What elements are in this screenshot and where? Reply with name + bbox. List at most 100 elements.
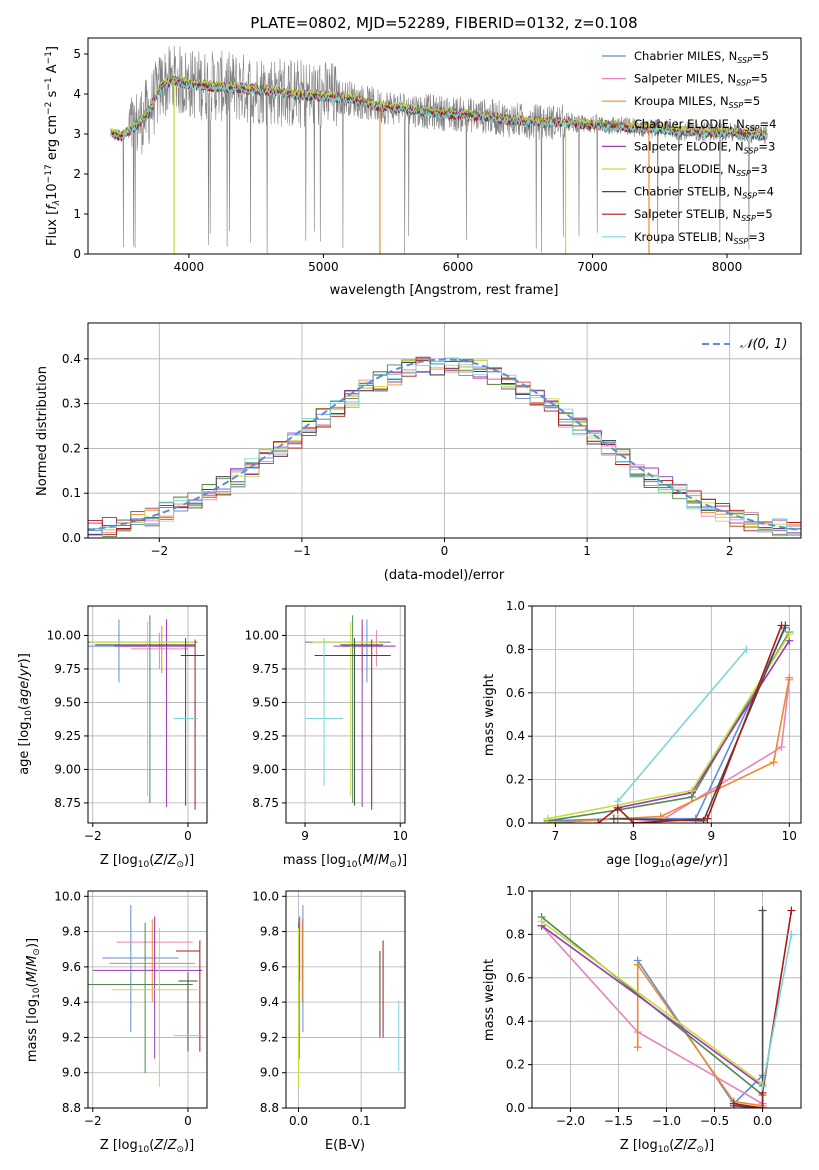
weight-line-SalpeterSTELIB xyxy=(733,910,793,1108)
y-tick-label: 4 xyxy=(73,87,81,101)
x-tick-label: −1 xyxy=(293,544,311,558)
y-tick-label: 0.4 xyxy=(62,352,81,366)
y-tick-label: 9.75 xyxy=(54,662,81,676)
residual-histogram-KroupaSTELIB xyxy=(88,357,801,538)
y-tick-label: 9.6 xyxy=(62,960,81,974)
x-tick-label: −2 xyxy=(84,829,102,843)
weight-marker-KroupaELODIE xyxy=(543,814,552,823)
spectrum-plot-area: 4000 5000 6000 7000 8000 0 1 2 3 4 5 xyxy=(73,37,802,274)
legend-label-ChabrierELODIE: Chabrier ELODIE, NSSP=4 xyxy=(634,117,776,133)
weight-marker-KroupaMILES xyxy=(785,673,794,682)
normal-reference-curve xyxy=(88,358,801,532)
y-tick-label: 8.8 xyxy=(260,1101,279,1115)
weight-marker-KroupaELODIE xyxy=(785,630,794,639)
weight-marker-SalpeterSTELIB xyxy=(703,814,712,823)
y-tick-label: 1 xyxy=(73,207,81,221)
residuals-ylabel: Normed distribution xyxy=(35,366,50,496)
y-tick-label: 8.75 xyxy=(252,796,279,810)
y-tick-label: 9.0 xyxy=(62,1066,81,1080)
y-tick-label: 0.4 xyxy=(506,1014,525,1028)
spectrum-panel: PLATE=0802, MJD=52289, FIBERID=0132, z=0… xyxy=(44,14,802,298)
legend-label-SalpeterSTELIB: Salpeter STELIB, NSSP=5 xyxy=(634,207,773,223)
age-vs-Z-panel: −2 0 8.75 9.00 9.25 9.50 9.75 10.00 Z [log10(Z/… xyxy=(17,605,208,870)
x-tick-label: 0.0 xyxy=(289,1114,308,1128)
weight-marker-SalpeterSTELIB xyxy=(594,819,603,823)
axes-frame xyxy=(87,890,208,1109)
data-layer xyxy=(110,45,768,254)
weight-line-ChabrierSTELIB xyxy=(733,910,764,1108)
y-tick-label: 0.8 xyxy=(506,927,525,941)
axes-frame xyxy=(285,890,406,1109)
y-tick-label: 9.8 xyxy=(62,925,81,939)
weight-line-ChabrierELODIE xyxy=(547,631,790,822)
weight-marker-ChabrierSTELIB xyxy=(758,906,767,915)
x-tick-label: 0.0 xyxy=(753,1114,772,1128)
y-tick-label: 9.6 xyxy=(260,960,279,974)
y-tick-label: 8.75 xyxy=(54,796,81,810)
y-tick-label: 0.6 xyxy=(506,971,525,985)
x-tick-label: 8000 xyxy=(712,260,743,274)
weight-marker-SalpeterSTELIB xyxy=(758,1104,767,1108)
weight-marker-KroupaELODIE xyxy=(537,917,546,926)
weight-marker-SalpeterSTELIB xyxy=(777,621,786,630)
legend-label-KroupaSTELIB: Kroupa STELIB, NSSP=3 xyxy=(634,230,765,246)
mass-vs-EBV-xlabel: E(B-V) xyxy=(325,1138,365,1153)
model-spectrum-line-KroupaSTELIB xyxy=(110,79,768,142)
weight-marker-KroupaMILES xyxy=(769,758,778,767)
y-tick-label: 10.0 xyxy=(252,889,279,903)
x-tick-label: 2 xyxy=(726,544,734,558)
y-tick-label: 5 xyxy=(73,47,81,61)
x-tick-label: 8 xyxy=(630,829,638,843)
spectrum-ylabel: Flux [fλ10−17 erg cm−2 s−1 A−1] xyxy=(44,46,62,246)
y-tick-label: 3 xyxy=(73,127,81,141)
y-tick-label: 0 xyxy=(73,247,81,261)
y-tick-label: 9.2 xyxy=(62,1030,81,1044)
x-tick-label: 10 xyxy=(782,829,797,843)
axes-frame xyxy=(87,605,208,824)
y-tick-label: 9.25 xyxy=(54,729,81,743)
mass-vs-EBV-plot-area: 0.0 0.1 8.8 9.0 9.2 9.4 9.6 9.8 10.0 xyxy=(252,889,406,1128)
y-tick-label: 0.6 xyxy=(506,686,525,700)
weight-marker-SalpeterSTELIB xyxy=(629,819,638,823)
residuals-panel: −2 −1 0 1 2 0.0 0.1 0.2 0.3 0.4 (data-model)/erro… xyxy=(35,322,802,583)
y-tick-label: 1.0 xyxy=(506,884,525,898)
y-tick-label: 9.8 xyxy=(260,925,279,939)
data-layer xyxy=(88,615,205,810)
axes-frame xyxy=(531,605,802,824)
x-tick-label: −0.5 xyxy=(700,1114,729,1128)
data-layer xyxy=(88,356,801,538)
x-tick-label: 9 xyxy=(301,829,309,843)
x-tick-label: 7 xyxy=(552,829,560,843)
weight-marker-SalpeterSTELIB xyxy=(729,1099,738,1108)
y-tick-label: 10.0 xyxy=(54,889,81,903)
weight-marker-KroupaELODIE xyxy=(687,786,696,795)
x-tick-label: 6000 xyxy=(443,260,474,274)
residuals-legend: 𝒩(0, 1) xyxy=(702,337,787,352)
legend-label-SalpeterELODIE: Salpeter ELODIE, NSSP=3 xyxy=(634,139,775,155)
y-tick-label: 9.25 xyxy=(252,729,279,743)
axes-frame xyxy=(285,605,406,824)
legend-label-KroupaMILES: Kroupa MILES, NSSP=5 xyxy=(634,94,760,110)
spectrum-xlabel: wavelength [Angstrom, rest frame] xyxy=(330,283,559,298)
x-tick-label: 0 xyxy=(441,544,449,558)
weight-marker-KroupaMILES xyxy=(633,960,642,969)
age-vs-mass-panel: 9 10 8.75 9.00 9.25 9.50 9.75 10.00 mass [log10… xyxy=(245,605,408,870)
mass-vs-Z-xlabel: Z [log10(Z/Z⊙)] xyxy=(100,1138,194,1155)
weight-marker-KroupaSTELIB xyxy=(758,1082,767,1091)
x-tick-label: 0 xyxy=(184,1114,192,1128)
weight-marker-SalpeterSTELIB xyxy=(787,906,796,915)
weight-marker-KroupaSTELIB xyxy=(613,797,622,806)
residuals-plot-area: −2 −1 0 1 2 0.0 0.1 0.2 0.3 0.4 xyxy=(62,322,802,558)
y-tick-label: 9.00 xyxy=(252,762,279,776)
mass-weight-vs-age-panel: 7 8 9 10 0.0 0.2 0.4 0.6 0.8 1.0 age [log10(age/y… xyxy=(482,599,802,870)
mass-weight-vs-age-ylabel: mass weight xyxy=(482,674,497,756)
weight-line-KroupaELODIE xyxy=(541,920,764,1085)
age-vs-Z-ylabel: age [log10(age/yr)] xyxy=(17,653,34,775)
y-tick-label: 0.0 xyxy=(506,816,525,830)
y-tick-label: 9.4 xyxy=(260,995,279,1009)
weight-line-SalpeterELODIE xyxy=(541,925,764,1087)
y-tick-label: 8.8 xyxy=(62,1101,81,1115)
age-vs-mass-xlabel: mass [log10(M/M⊙)] xyxy=(283,853,407,870)
x-tick-label: −1.0 xyxy=(652,1114,681,1128)
x-tick-label: 0 xyxy=(184,829,192,843)
